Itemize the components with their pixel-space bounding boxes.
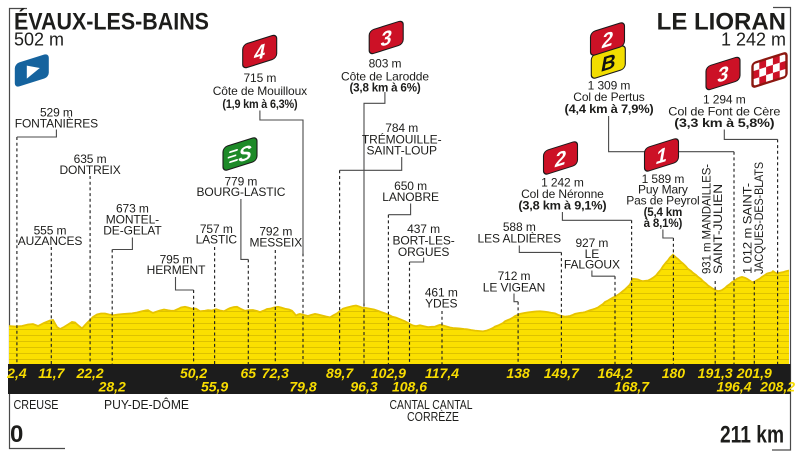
svg-text:72,3: 72,3 (262, 365, 289, 381)
svg-text:164,2: 164,2 (597, 365, 632, 381)
svg-text:1 309 m: 1 309 m (588, 78, 631, 92)
svg-text:YDES: YDES (425, 297, 457, 311)
svg-text:Col de Font de Cère: Col de Font de Cère (668, 105, 780, 119)
svg-text:712 m: 712 m (498, 269, 531, 283)
svg-text:28,2: 28,2 (98, 379, 126, 395)
svg-text:MESSEIX: MESSEIX (249, 235, 302, 249)
svg-text:DE-GELAT: DE-GELAT (103, 224, 162, 238)
svg-text:89,7: 89,7 (326, 365, 354, 381)
svg-text:588 m: 588 m (503, 220, 536, 234)
svg-text:B: B (601, 50, 616, 77)
svg-text:795 m: 795 m (160, 252, 193, 266)
svg-text:Col de Néronne: Col de Néronne (521, 187, 604, 201)
svg-text:96,3: 96,3 (350, 379, 377, 395)
svg-text:757 m: 757 m (200, 222, 233, 236)
svg-text:JACQUES-DES-BLATS: JACQUES-DES-BLATS (752, 162, 766, 274)
svg-text:HERMENT: HERMENT (147, 263, 206, 277)
svg-text:(3,3 km à 5,8%): (3,3 km à 5,8%) (674, 117, 774, 130)
svg-text:Col de Pertus: Col de Pertus (573, 90, 645, 104)
svg-text:55,9: 55,9 (201, 379, 228, 395)
svg-text:22,2: 22,2 (75, 365, 103, 381)
svg-text:211 km: 211 km (720, 422, 784, 449)
svg-text:3: 3 (381, 25, 393, 51)
svg-text:(4,4 km à 7,9%): (4,4 km à 7,9%) (565, 103, 654, 116)
svg-text:461 m: 461 m (425, 286, 458, 300)
svg-text:79,8: 79,8 (289, 379, 316, 395)
svg-text:(5,4 km: (5,4 km (644, 206, 683, 219)
svg-text:931 m MANDAILLES-: 931 m MANDAILLES- (700, 164, 714, 274)
svg-text:LE: LE (585, 247, 600, 261)
svg-text:LES ALDIÈRES: LES ALDIÈRES (478, 231, 562, 246)
svg-text:Puy Mary: Puy Mary (638, 183, 688, 197)
svg-text:AUZANCES: AUZANCES (18, 234, 83, 248)
svg-text:108,6: 108,6 (392, 379, 427, 395)
svg-text:792 m: 792 m (259, 225, 292, 239)
svg-text:673 m: 673 m (116, 202, 149, 216)
svg-text:(3,8 km à 9,1%): (3,8 km à 9,1%) (518, 200, 606, 213)
svg-text:1 012 m SAINT-: 1 012 m SAINT- (741, 183, 755, 274)
svg-text:1 589 m: 1 589 m (642, 172, 685, 186)
svg-text:437 m: 437 m (407, 222, 440, 236)
svg-text:784 m: 784 m (385, 121, 418, 135)
svg-text:1 242 m: 1 242 m (721, 30, 786, 50)
svg-text:LE VIGEAN: LE VIGEAN (483, 281, 545, 295)
svg-text:0: 0 (10, 421, 23, 448)
svg-text:4: 4 (253, 40, 266, 66)
svg-text:CORRÈZE: CORRÈZE (407, 409, 459, 424)
svg-text:1 294 m: 1 294 m (703, 93, 746, 107)
svg-text:SAINT-JULIEN: SAINT-JULIEN (711, 184, 725, 274)
svg-text:11,7: 11,7 (38, 365, 65, 381)
svg-text:CREUSE: CREUSE (14, 398, 59, 412)
svg-text:Côte de Larodde: Côte de Larodde (341, 70, 429, 84)
svg-text:TRÉMOUILLE-: TRÉMOUILLE- (362, 131, 442, 146)
svg-text:50,2: 50,2 (180, 365, 207, 381)
svg-text:2: 2 (601, 27, 614, 53)
svg-text:S: S (238, 141, 252, 168)
svg-text:2: 2 (554, 146, 567, 172)
svg-text:191,3: 191,3 (698, 365, 733, 381)
svg-text:1: 1 (656, 143, 667, 169)
svg-text:138: 138 (506, 365, 530, 381)
svg-text:102,9: 102,9 (371, 365, 406, 381)
svg-text:779 m: 779 m (224, 174, 257, 188)
svg-text:LE LIORAN: LE LIORAN (657, 9, 786, 36)
svg-text:650 m: 650 m (394, 179, 427, 193)
svg-text:DONTREIX: DONTREIX (59, 163, 120, 177)
svg-text:Côte de Mouilloux: Côte de Mouilloux (213, 84, 307, 98)
svg-text:3: 3 (717, 61, 729, 87)
svg-text:FALGOUX: FALGOUX (564, 258, 620, 272)
svg-text:635 m: 635 m (74, 152, 107, 166)
svg-text:LASTIC: LASTIC (196, 233, 238, 247)
svg-text:168,7: 168,7 (614, 379, 650, 395)
svg-text:PUY-DE-DÔME: PUY-DE-DÔME (104, 397, 189, 412)
svg-text:149,7: 149,7 (544, 365, 580, 381)
svg-text:2,4: 2,4 (6, 365, 27, 381)
svg-text:117,4: 117,4 (425, 365, 459, 381)
svg-text:Pas de Peyrol: Pas de Peyrol (626, 194, 699, 208)
svg-text:1 242 m: 1 242 m (541, 175, 584, 189)
svg-text:à 8,1%): à 8,1%) (644, 217, 683, 230)
svg-text:502 m: 502 m (14, 30, 64, 50)
svg-text:BORT-LES-: BORT-LES- (392, 234, 454, 248)
svg-text:555 m: 555 m (34, 223, 67, 237)
svg-text:65: 65 (241, 365, 257, 381)
svg-text:208,2: 208,2 (759, 379, 795, 395)
svg-text:927 m: 927 m (575, 236, 608, 250)
svg-text:529 m: 529 m (40, 106, 73, 120)
svg-text:MONTEL-: MONTEL- (106, 213, 159, 227)
svg-text:(1,9 km à 6,3%): (1,9 km à 6,3%) (222, 98, 297, 111)
svg-text:196,4: 196,4 (716, 379, 751, 395)
svg-text:201,9: 201,9 (736, 365, 772, 381)
svg-text:SAINT-LOUP: SAINT-LOUP (367, 144, 437, 158)
svg-text:BOURG-LASTIC: BOURG-LASTIC (196, 185, 285, 199)
svg-text:FONTANIÈRES: FONTANIÈRES (15, 115, 98, 130)
svg-text:715 m: 715 m (243, 71, 276, 85)
svg-text:CANTAL CANTAL: CANTAL CANTAL (390, 398, 473, 412)
svg-text:ORGUES: ORGUES (398, 245, 450, 259)
svg-text:ÉVAUX-LES-BAINS: ÉVAUX-LES-BAINS (14, 8, 209, 36)
svg-text:180: 180 (662, 365, 686, 381)
svg-text:(3,8 km à 6%): (3,8 km à 6%) (350, 81, 421, 94)
svg-text:LANOBRE: LANOBRE (382, 190, 439, 204)
svg-text:803 m: 803 m (369, 56, 402, 70)
